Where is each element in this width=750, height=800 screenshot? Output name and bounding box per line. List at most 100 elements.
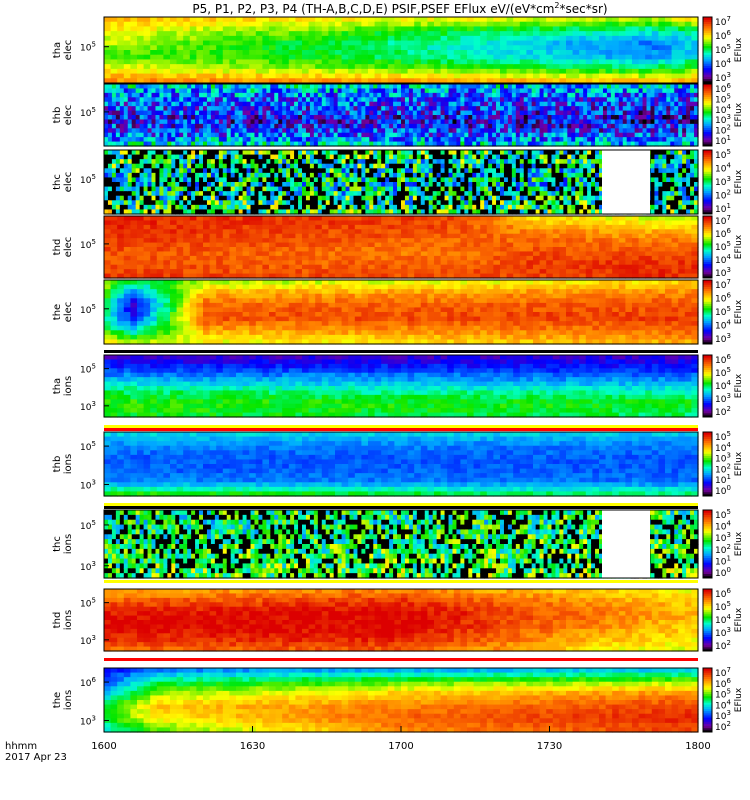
y-tick-label: 103 [80,560,96,573]
colorbar-tick: 106 [715,677,731,690]
colorbar-tick: 107 [715,666,731,679]
mode-bar [104,425,698,428]
y-tick-label: 105 [80,238,96,251]
colorbar-tick: 103 [715,332,731,345]
colorbar-label: EFlux [734,299,744,324]
figure-title: P5, P1, P2, P3, P4 (TH-A,B,C,D,E) PSIF,P… [192,1,607,16]
colorbar-tick: 104 [715,520,731,533]
colorbar-tick: 106 [715,227,731,240]
colorbar-tick: 106 [715,587,731,600]
colorbar-tick: 103 [715,392,731,405]
mode-bar [104,428,698,431]
colorbar-tick: 103 [715,266,731,279]
colorbar-tick: 101 [715,134,731,147]
colorbar-tick: 106 [715,82,731,95]
panel-ylabel: theelec [52,302,74,323]
colorbar-tick: 105 [715,600,731,613]
colorbar-tick: 104 [715,57,731,70]
y-tick-label: 105 [80,519,96,532]
panel-ylabel: theions [52,690,74,710]
colorbar-tick: 107 [715,15,731,28]
panel-ylabel: thcelec [52,172,74,193]
colorbar-tick: 104 [715,162,731,175]
panel-ylabel: thbions [52,454,74,474]
x-tick-label: 1700 [388,741,413,752]
colorbar-tick: 102 [715,543,731,556]
panel-frame [103,215,699,279]
panel-frame [103,588,699,652]
colorbar-tick: 103 [715,626,731,639]
colorbar-label: EFlux [734,234,744,259]
colorbar-tick: 104 [715,379,731,392]
colorbar-tick: 102 [715,405,731,418]
x-tick-label: 1630 [240,741,265,752]
mode-bar [104,347,698,350]
colorbar-label: EFlux [734,169,744,194]
panel-ylabel: thdions [52,610,74,630]
colorbar-tick: 103 [715,175,731,188]
colorbar-tick: 105 [715,688,731,701]
y-tick-label: 103 [80,714,96,727]
x-axis-label-date: 2017 Apr 23 [5,752,67,763]
panel-frame [103,16,699,84]
colorbar-tick: 102 [715,189,731,202]
y-tick-label: 105 [80,41,96,54]
y-tick-label: 105 [80,303,96,316]
colorbar-tick: 100 [715,566,731,579]
colorbar-label: EFlux [734,373,744,398]
colorbar-tick: 105 [715,92,731,105]
y-tick-label: 103 [80,400,96,413]
colorbar-tick: 105 [715,366,731,379]
mode-bar [104,580,698,583]
panel-frame [103,354,699,418]
data-gap [602,510,650,578]
colorbar-tick: 107 [715,214,731,227]
colorbar-tick: 105 [715,508,731,521]
y-tick-label: 105 [80,440,96,453]
colorbar-tick: 103 [715,113,731,126]
colorbar-tick: 104 [715,613,731,626]
colorbar-tick: 103 [715,452,731,465]
panel-frame [103,509,699,579]
colorbar-tick: 105 [715,430,731,443]
panel-ylabel: thaelec [52,40,74,61]
colorbar-tick: 103 [715,531,731,544]
colorbar-tick: 104 [715,698,731,711]
y-tick-label: 103 [80,634,96,647]
panel-ylabel: thbelec [52,105,74,126]
colorbar-label: EFlux [734,607,744,632]
mode-bar [104,661,698,664]
colorbar-tick: 103 [715,71,731,84]
colorbar-tick: 106 [715,292,731,305]
colorbar-label: EFlux [734,531,744,556]
x-tick-label: 1800 [685,741,710,752]
panel-frame [103,149,699,215]
x-axis-label-hhmm: hhmm [5,741,37,752]
colorbar-label: EFlux [734,37,744,62]
colorbar-tick: 104 [715,103,731,116]
colorbar-tick: 105 [715,305,731,318]
y-tick-label: 105 [80,173,96,186]
colorbar-label: EFlux [734,451,744,476]
colorbar-tick: 102 [715,462,731,475]
panel-frame [103,279,699,345]
